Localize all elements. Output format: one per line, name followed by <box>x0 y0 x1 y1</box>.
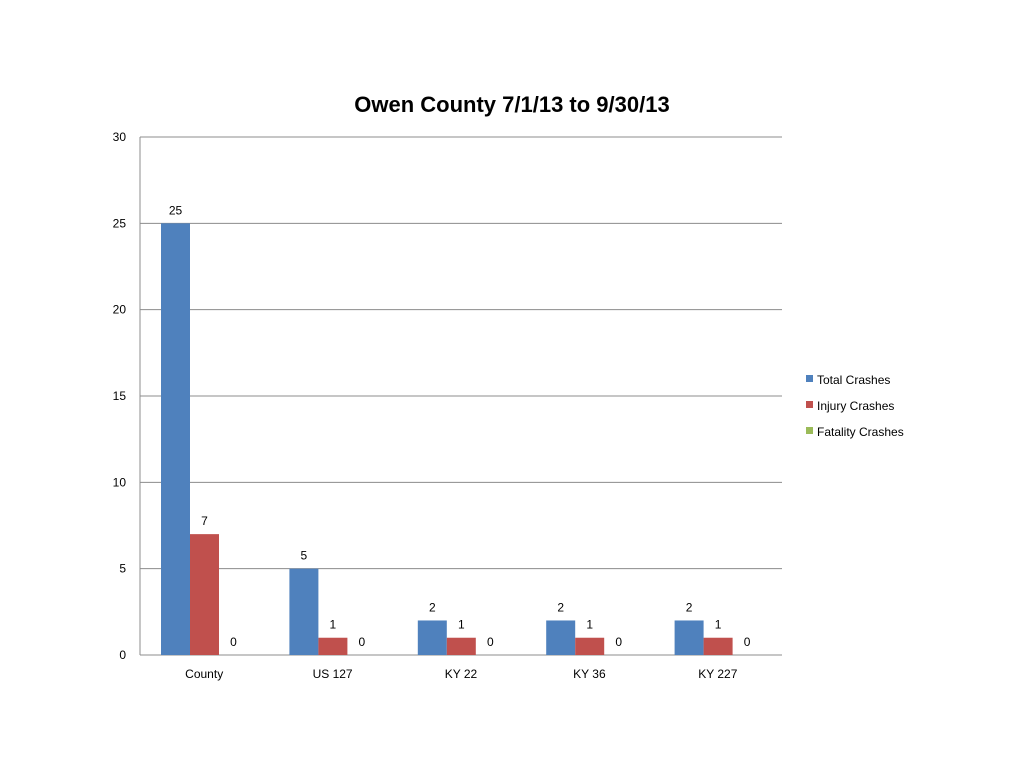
y-tick-label: 10 <box>113 475 127 489</box>
x-tick-label: KY 227 <box>698 667 737 681</box>
legend: Total Crashes Injury Crashes Fatality Cras… <box>806 373 904 439</box>
legend-swatch <box>806 427 813 434</box>
bar <box>417 620 447 655</box>
data-label: 2 <box>557 600 564 614</box>
data-label: 1 <box>330 618 337 632</box>
bar <box>674 620 704 655</box>
data-label: 25 <box>169 203 183 217</box>
bar <box>703 637 733 655</box>
legend-swatch <box>806 401 813 408</box>
data-label: 1 <box>458 618 465 632</box>
bar <box>190 534 219 655</box>
data-label: 7 <box>201 514 208 528</box>
legend-label: Injury Crashes <box>817 399 894 413</box>
data-label: 0 <box>615 635 622 649</box>
bars <box>161 223 733 656</box>
y-tick-label: 30 <box>113 130 127 144</box>
bar <box>318 637 348 655</box>
data-label: 0 <box>744 635 751 649</box>
bar <box>575 637 605 655</box>
bar <box>546 620 576 655</box>
data-label: 0 <box>359 635 366 649</box>
data-label: 0 <box>487 635 494 649</box>
bar <box>289 568 319 655</box>
bar <box>446 637 476 655</box>
data-label: 5 <box>301 549 308 563</box>
data-label: 1 <box>715 618 722 632</box>
y-tick-label: 15 <box>113 389 127 403</box>
y-tick-label: 0 <box>119 648 126 662</box>
legend-label: Total Crashes <box>817 373 890 387</box>
y-axis-ticks: 0 5 10 15 20 25 30 <box>113 130 127 662</box>
data-label: 2 <box>686 600 693 614</box>
x-axis-ticks: County US 127 KY 22 KY 36 KY 227 <box>185 667 738 681</box>
legend-label: Fatality Crashes <box>817 425 904 439</box>
data-label: 2 <box>429 600 436 614</box>
x-tick-label: KY 22 <box>445 667 478 681</box>
y-tick-label: 25 <box>113 216 127 230</box>
bar <box>161 223 190 656</box>
gridlines <box>140 136 782 570</box>
y-tick-label: 20 <box>113 303 127 317</box>
chart-title: Owen County 7/1/13 to 9/30/13 <box>354 92 669 117</box>
data-label: 1 <box>586 618 593 632</box>
y-tick-label: 5 <box>119 562 126 576</box>
legend-swatch <box>806 375 813 382</box>
x-tick-label: KY 36 <box>573 667 606 681</box>
x-tick-label: County <box>185 667 223 681</box>
data-label: 0 <box>230 635 237 649</box>
x-tick-label: US 127 <box>313 667 353 681</box>
